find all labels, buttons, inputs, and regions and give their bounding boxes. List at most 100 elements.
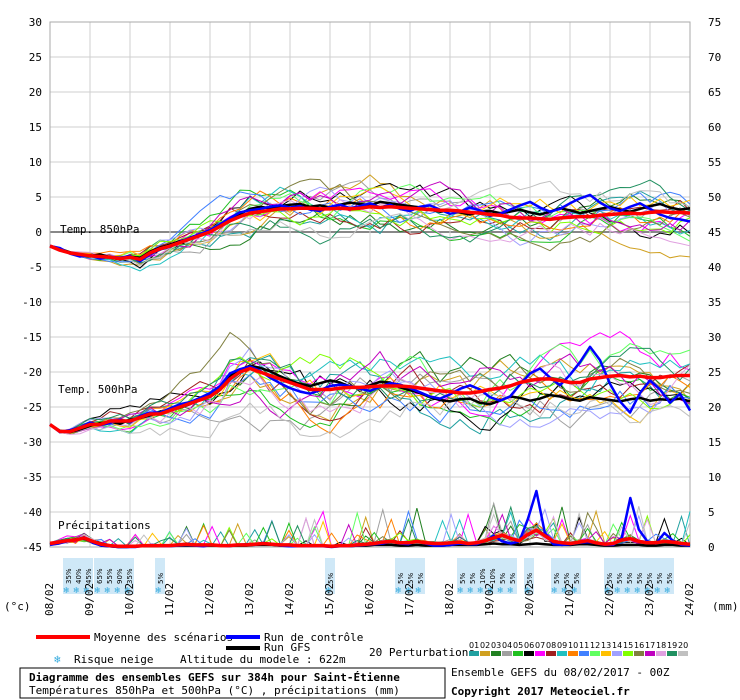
y-tick-right: 35 xyxy=(708,296,721,309)
snow-risk-value: 5% xyxy=(469,573,477,584)
footer: Diagramme des ensembles GEFS sur 384h po… xyxy=(19,666,670,699)
snow-risk-bar xyxy=(477,558,487,594)
perturbation-swatch xyxy=(469,651,479,656)
y-tick-left: -45 xyxy=(22,541,42,554)
snow-risk-value: 5% xyxy=(499,573,507,584)
snow-risk-value: 5% xyxy=(526,573,534,584)
y-tick-right: 50 xyxy=(708,191,721,204)
snow-risk-value: 10% xyxy=(479,568,487,584)
y-tick-right: 30 xyxy=(708,331,721,344)
perturbation-swatch xyxy=(546,651,556,656)
main-series xyxy=(48,193,692,549)
y-tick-right: 60 xyxy=(708,121,721,134)
member-04-line xyxy=(49,180,691,270)
perturbation-id: 07 xyxy=(535,641,545,650)
snowflake-icon: ❄ xyxy=(416,586,422,596)
snowflake-icon: ❄ xyxy=(458,586,464,596)
snow-risk-value: 5% xyxy=(563,573,571,584)
snowflake-icon: ❄ xyxy=(498,586,504,596)
perturbation-swatch xyxy=(645,651,655,656)
perturbation-swatch xyxy=(502,651,512,656)
legend-mean-label: Moyenne des scénarios xyxy=(94,631,233,644)
snow-risk-value: 5% xyxy=(553,573,561,584)
snowflake-icon: ❄ xyxy=(552,586,558,596)
perturbation-swatch xyxy=(568,651,578,656)
snow-risk-bar xyxy=(487,558,497,594)
perturbation-swatch xyxy=(667,651,677,656)
snow-risk-value: 35% xyxy=(126,568,134,584)
perturbation-id: 04 xyxy=(502,641,512,650)
legend-gfs-label: Run GFS xyxy=(264,641,310,654)
perturbation-swatch xyxy=(513,651,523,656)
perturbation-id: 14 xyxy=(612,641,622,650)
x-tick-label: 15/02 xyxy=(323,583,336,616)
perturbation-swatch xyxy=(601,651,611,656)
snow-risk-value: 10% xyxy=(489,568,497,584)
t850-label: Temp. 850hPa xyxy=(60,223,139,236)
snowflake-icon: ❄ xyxy=(84,586,90,596)
perturbation-swatch xyxy=(623,651,633,656)
perturbation-swatch xyxy=(678,651,688,656)
perturbation-id: 01 xyxy=(469,641,479,650)
perturbation-id: 18 xyxy=(656,641,666,650)
y-tick-right: 70 xyxy=(708,51,721,64)
x-tick-label: 20/02 xyxy=(523,583,536,616)
y-tick-left: 30 xyxy=(29,16,42,29)
snow-risk-value: 5% xyxy=(407,573,415,584)
snowflake-icon: ❄ xyxy=(396,586,402,596)
perturbation-swatch xyxy=(656,651,666,656)
snow-risk-value: 5% xyxy=(666,573,674,584)
x-tick-label: 11/02 xyxy=(163,583,176,616)
snowflake-icon: ❄ xyxy=(605,586,611,596)
precip-series-line xyxy=(49,528,691,549)
legend-control-label: Run de contrôle xyxy=(264,631,363,644)
snow-risk-bar xyxy=(497,558,507,594)
snow-risk-bar xyxy=(664,558,674,594)
member-06-line xyxy=(49,361,691,432)
snow-risk-bar xyxy=(614,558,624,594)
perturbation-swatch xyxy=(634,651,644,656)
snowflake-icon: ❄ xyxy=(115,586,121,596)
member-19-line xyxy=(49,347,691,432)
perturbation-id: 15 xyxy=(623,641,633,650)
perturbation-id: 20 xyxy=(678,641,688,650)
x-tick-label: 14/02 xyxy=(283,583,296,616)
snowflake-icon: ❄ xyxy=(665,586,671,596)
footer-subtitle: Températures 850hPa et 500hPa (°C) , pré… xyxy=(29,684,400,697)
member-05-line xyxy=(49,189,691,261)
perturbation-id: 16 xyxy=(634,641,644,650)
snow-risk-bar xyxy=(524,558,534,594)
snowflake-icon: ❄ xyxy=(468,586,474,596)
y-tick-left: -10 xyxy=(22,296,42,309)
snowflake-icon: ❄ xyxy=(488,586,494,596)
y-tick-right: 75 xyxy=(708,16,721,29)
footer-box xyxy=(19,667,446,699)
plot-frame xyxy=(49,21,691,548)
snowflake-icon: ❄ xyxy=(156,586,162,596)
y-tick-left: 20 xyxy=(29,86,42,99)
y-tick-right: 65 xyxy=(708,86,721,99)
snowflake-icon: ❄ xyxy=(645,586,651,596)
legend: Moyenne des scénarios Run de contrôle Ru… xyxy=(36,631,688,666)
x-tick-label: 23/02 xyxy=(643,583,656,616)
snowflake-icon: ❄ xyxy=(54,653,61,666)
snow-risk-bar xyxy=(644,558,654,594)
snow-risk-value: 40% xyxy=(75,568,83,584)
y-tick-left: 0 xyxy=(35,226,42,239)
t500-label: Temp. 500hPa xyxy=(58,383,137,396)
snow-risk-bar xyxy=(551,558,561,594)
snowflake-icon: ❄ xyxy=(525,586,531,596)
snow-risk-value: 5% xyxy=(459,573,467,584)
perturbation-swatch xyxy=(557,651,567,656)
y-tick-left: -5 xyxy=(29,261,42,274)
snow-risk-value: 5% xyxy=(616,573,624,584)
snowflake-icon: ❄ xyxy=(615,586,621,596)
perturbation-swatch xyxy=(535,651,545,656)
y-tick-right: 25 xyxy=(708,366,721,379)
x-tick-label: 12/02 xyxy=(203,583,216,616)
perturbation-swatch xyxy=(524,651,534,656)
snow-risk-bar xyxy=(63,558,73,594)
footer-title: Diagramme des ensembles GEFS sur 384h po… xyxy=(29,671,400,684)
perturbation-id: 03 xyxy=(491,641,501,650)
